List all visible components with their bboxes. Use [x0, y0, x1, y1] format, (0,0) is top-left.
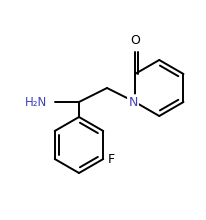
Text: O: O — [130, 34, 140, 47]
Text: H₂N: H₂N — [25, 95, 47, 108]
Text: F: F — [108, 152, 115, 165]
Text: N: N — [128, 95, 138, 108]
